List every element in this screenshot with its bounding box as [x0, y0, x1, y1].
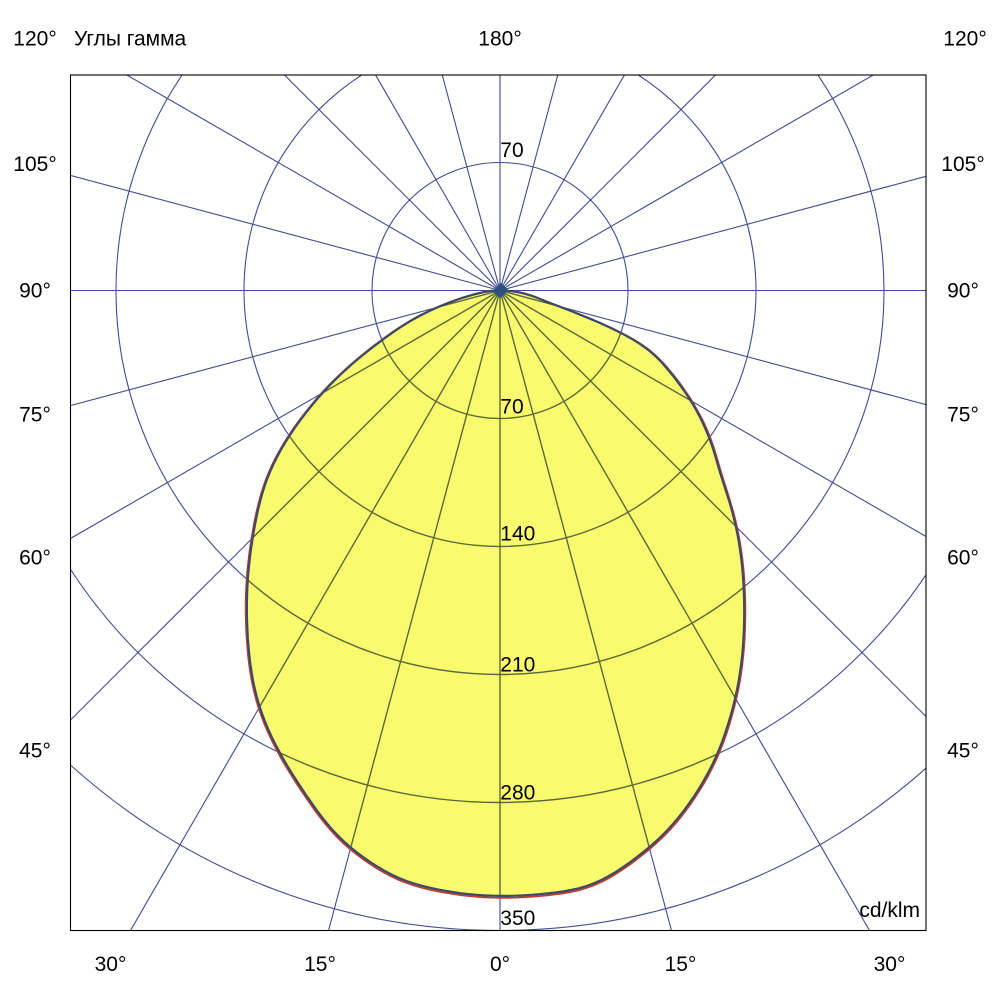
- svg-text:15°: 15°: [304, 953, 336, 976]
- svg-text:180°: 180°: [478, 27, 521, 50]
- svg-text:280: 280: [500, 782, 535, 805]
- svg-text:70: 70: [500, 396, 523, 419]
- svg-text:105°: 105°: [13, 153, 56, 176]
- svg-text:45°: 45°: [947, 739, 979, 762]
- svg-text:120°: 120°: [943, 27, 986, 50]
- svg-text:15°: 15°: [665, 953, 697, 976]
- svg-text:60°: 60°: [947, 546, 979, 569]
- svg-text:30°: 30°: [874, 953, 906, 976]
- svg-text:140: 140: [500, 523, 535, 546]
- svg-text:105°: 105°: [941, 153, 984, 176]
- svg-text:90°: 90°: [19, 279, 51, 302]
- svg-text:45°: 45°: [19, 739, 51, 762]
- svg-text:0°: 0°: [490, 953, 510, 976]
- svg-text:210: 210: [500, 654, 535, 677]
- svg-text:120°: 120°: [13, 27, 56, 50]
- svg-text:Углы гамма: Углы гамма: [74, 27, 187, 50]
- svg-text:70: 70: [500, 139, 523, 162]
- svg-text:60°: 60°: [19, 546, 51, 569]
- svg-text:350: 350: [500, 907, 535, 930]
- svg-text:75°: 75°: [947, 403, 979, 426]
- svg-text:cd/klm: cd/klm: [859, 899, 920, 922]
- svg-text:75°: 75°: [19, 403, 51, 426]
- svg-text:30°: 30°: [95, 953, 127, 976]
- svg-text:90°: 90°: [947, 279, 979, 302]
